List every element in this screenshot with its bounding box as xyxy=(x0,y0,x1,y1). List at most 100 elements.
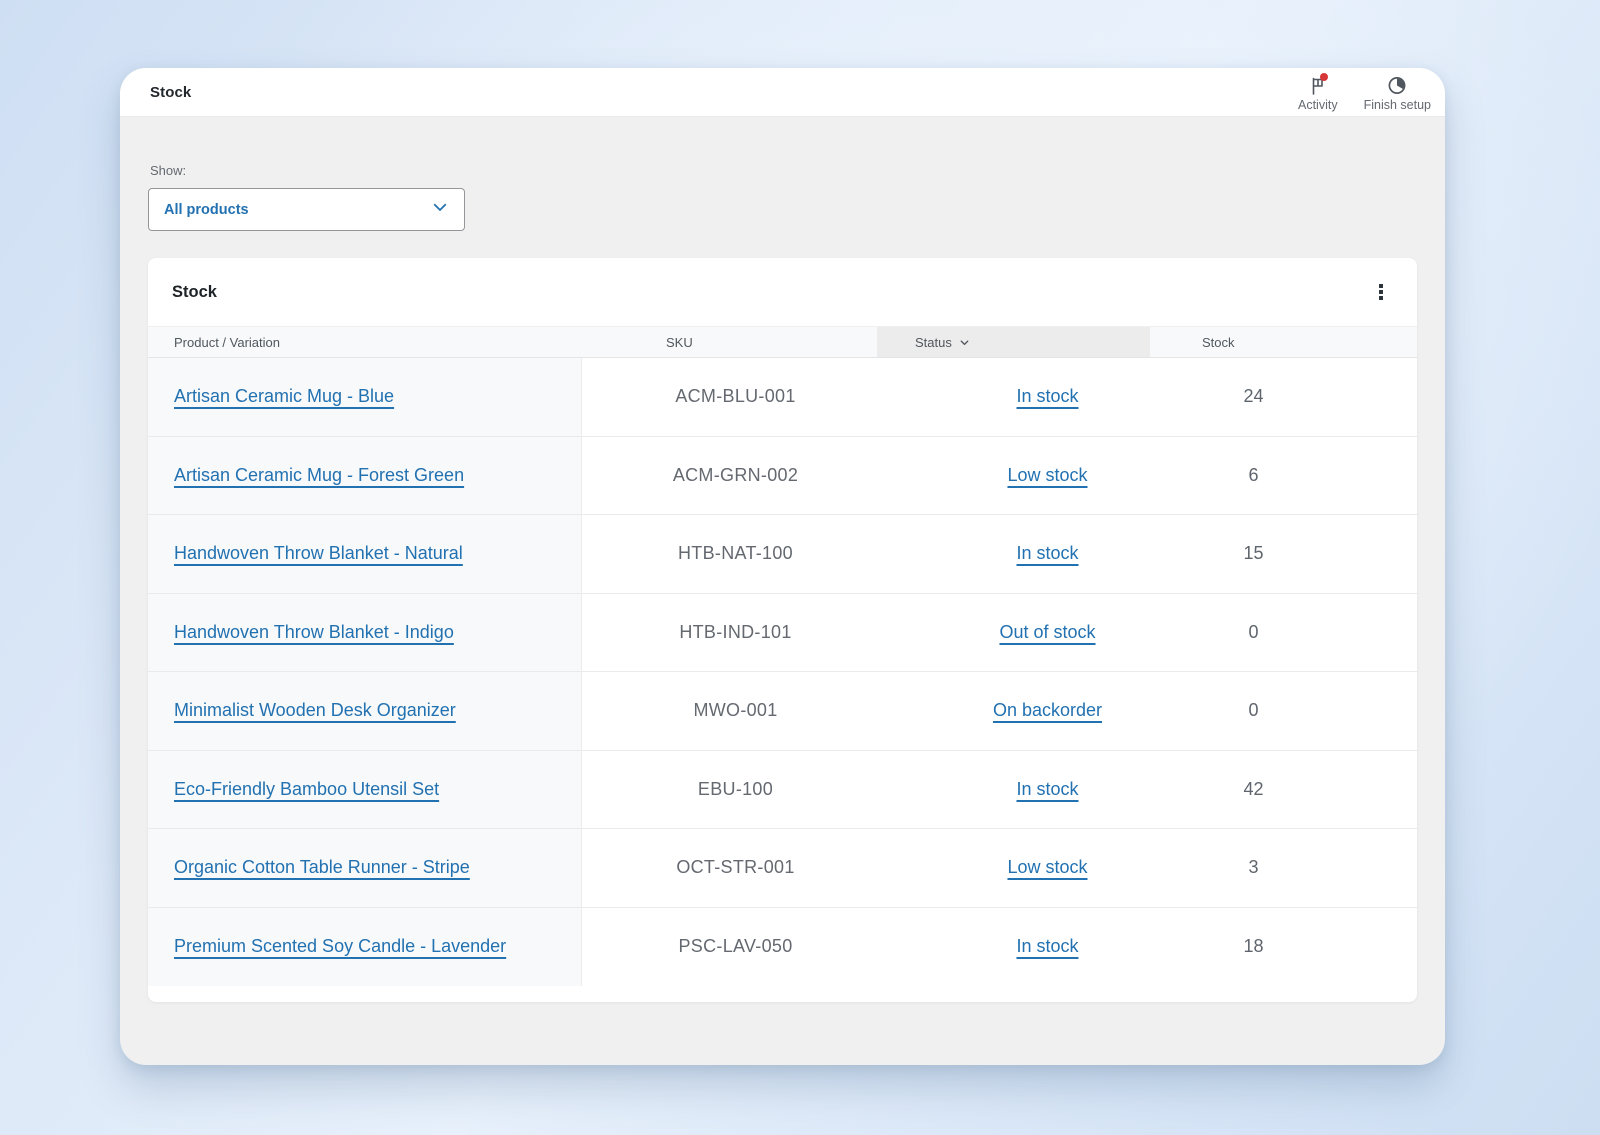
stock-value: 42 xyxy=(1243,778,1264,799)
table-row: Eco-Friendly Bamboo Utensil Set EBU-100 … xyxy=(148,750,1417,829)
column-header-product: Product / Variation xyxy=(174,334,280,350)
stock-cell: 0 xyxy=(1150,594,1417,672)
status-link[interactable]: In stock xyxy=(1016,778,1079,799)
page-title: Stock xyxy=(150,83,192,101)
kebab-dot xyxy=(1379,284,1383,288)
sku-cell: EBU-100 xyxy=(582,751,877,829)
activity-label: Activity xyxy=(1298,97,1338,112)
product-cell: Minimalist Wooden Desk Organizer xyxy=(148,672,582,750)
status-cell: In stock xyxy=(877,358,1150,436)
product-cell: Premium Scented Soy Candle - Lavender xyxy=(148,907,582,986)
kebab-dot xyxy=(1379,296,1383,300)
table-row: Artisan Ceramic Mug - Forest Green ACM-G… xyxy=(148,436,1417,515)
sku-value: ACM-GRN-002 xyxy=(672,464,799,485)
status-link[interactable]: Low stock xyxy=(1007,857,1088,878)
stock-value: 24 xyxy=(1243,386,1264,407)
sku-cell: ACM-GRN-002 xyxy=(582,437,877,515)
stock-cell: 0 xyxy=(1150,672,1417,750)
status-cell: Low stock xyxy=(877,437,1150,515)
setup-progress-icon xyxy=(1386,75,1408,97)
stock-panel: Stock Product / Variation SKU Status Sto… xyxy=(148,258,1417,1002)
stock-cell: 18 xyxy=(1150,908,1417,987)
status-link[interactable]: Out of stock xyxy=(999,621,1096,642)
selected-filter-value: All products xyxy=(164,201,249,218)
status-link[interactable]: Low stock xyxy=(1007,464,1088,485)
sku-value: EBU-100 xyxy=(697,778,774,799)
kebab-dot xyxy=(1379,290,1383,294)
product-cell: Organic Cotton Table Runner - Stripe xyxy=(148,829,582,907)
stock-cell: 3 xyxy=(1150,829,1417,907)
product-link[interactable]: Organic Cotton Table Runner - Stripe xyxy=(174,857,470,878)
product-link[interactable]: Eco-Friendly Bamboo Utensil Set xyxy=(174,778,440,799)
stock-value: 0 xyxy=(1248,621,1259,642)
table-body: Artisan Ceramic Mug - Blue ACM-BLU-001 I… xyxy=(148,358,1417,986)
sku-value: HTB-IND-101 xyxy=(679,621,792,642)
sku-cell: HTB-NAT-100 xyxy=(582,515,877,593)
product-cell: Eco-Friendly Bamboo Utensil Set xyxy=(148,750,582,828)
products-filter-select[interactable]: All products xyxy=(148,188,465,231)
finish-setup-button[interactable]: Finish setup xyxy=(1360,73,1435,112)
status-cell: In stock xyxy=(877,908,1150,987)
sku-cell: OCT-STR-001 xyxy=(582,829,877,907)
status-cell: Out of stock xyxy=(877,594,1150,672)
sku-value: PSC-LAV-050 xyxy=(678,936,793,957)
sku-value: MWO-001 xyxy=(693,700,778,721)
sku-cell: HTB-IND-101 xyxy=(582,594,877,672)
status-link[interactable]: In stock xyxy=(1016,936,1079,957)
topbar: Stock Activity xyxy=(120,68,1445,117)
stock-cell: 6 xyxy=(1150,437,1417,515)
stock-cell: 42 xyxy=(1150,751,1417,829)
sort-chevron-down-icon xyxy=(958,335,971,349)
table-row: Handwoven Throw Blanket - Indigo HTB-IND… xyxy=(148,593,1417,672)
product-cell: Artisan Ceramic Mug - Forest Green xyxy=(148,436,582,514)
status-link[interactable]: In stock xyxy=(1016,386,1079,407)
activity-button[interactable]: Activity xyxy=(1294,72,1342,112)
notification-badge xyxy=(1319,72,1328,81)
stock-panel-header: Stock xyxy=(148,258,1417,326)
table-row: Handwoven Throw Blanket - Natural HTB-NA… xyxy=(148,515,1417,594)
page-content: Show: All products Stock Product / Varia… xyxy=(120,163,1445,1002)
product-cell: Handwoven Throw Blanket - Natural xyxy=(148,515,582,593)
product-link[interactable]: Handwoven Throw Blanket - Indigo xyxy=(174,621,454,642)
status-link[interactable]: On backorder xyxy=(992,700,1103,721)
finish-setup-label: Finish setup xyxy=(1363,97,1431,112)
panel-title: Stock xyxy=(172,282,217,301)
flag-icon xyxy=(1307,72,1329,97)
topbar-actions: Activity Finish setup xyxy=(1294,72,1435,112)
sku-cell: ACM-BLU-001 xyxy=(582,358,877,436)
product-cell: Handwoven Throw Blanket - Indigo xyxy=(148,593,582,671)
table-header: Product / Variation SKU Status Stock xyxy=(148,326,1417,358)
stock-cell: 15 xyxy=(1150,515,1417,593)
stock-cell: 24 xyxy=(1150,358,1417,436)
column-header-sku: SKU xyxy=(666,334,693,350)
stock-value: 6 xyxy=(1248,464,1259,485)
stock-value: 3 xyxy=(1248,857,1259,878)
stock-value: 0 xyxy=(1248,700,1259,721)
stock-value: 18 xyxy=(1243,936,1264,957)
sku-value: ACM-BLU-001 xyxy=(675,386,796,407)
product-cell: Artisan Ceramic Mug - Blue xyxy=(148,358,582,436)
sku-value: OCT-STR-001 xyxy=(676,857,795,878)
product-link[interactable]: Artisan Ceramic Mug - Forest Green xyxy=(174,464,465,485)
status-cell: In stock xyxy=(877,751,1150,829)
status-cell: On backorder xyxy=(877,672,1150,750)
table-row: Minimalist Wooden Desk Organizer MWO-001… xyxy=(148,672,1417,751)
product-link[interactable]: Minimalist Wooden Desk Organizer xyxy=(174,700,456,721)
sku-cell: MWO-001 xyxy=(582,672,877,750)
column-header-stock: Stock xyxy=(1202,334,1235,350)
product-link[interactable]: Artisan Ceramic Mug - Blue xyxy=(174,386,395,407)
status-cell: Low stock xyxy=(877,829,1150,907)
sku-cell: PSC-LAV-050 xyxy=(582,908,877,987)
status-cell: In stock xyxy=(877,515,1150,593)
ellipsis-menu-button[interactable] xyxy=(1367,277,1395,307)
sku-value: HTB-NAT-100 xyxy=(678,543,793,564)
show-filter-label: Show: xyxy=(150,163,187,178)
column-header-status[interactable]: Status xyxy=(877,327,1150,357)
stock-value: 15 xyxy=(1243,543,1264,564)
status-link[interactable]: In stock xyxy=(1016,543,1079,564)
chevron-down-icon xyxy=(431,198,449,221)
table-row: Artisan Ceramic Mug - Blue ACM-BLU-001 I… xyxy=(148,358,1417,437)
product-link[interactable]: Handwoven Throw Blanket - Natural xyxy=(174,543,463,564)
table-row: Premium Scented Soy Candle - Lavender PS… xyxy=(148,907,1417,987)
product-link[interactable]: Premium Scented Soy Candle - Lavender xyxy=(174,936,507,957)
